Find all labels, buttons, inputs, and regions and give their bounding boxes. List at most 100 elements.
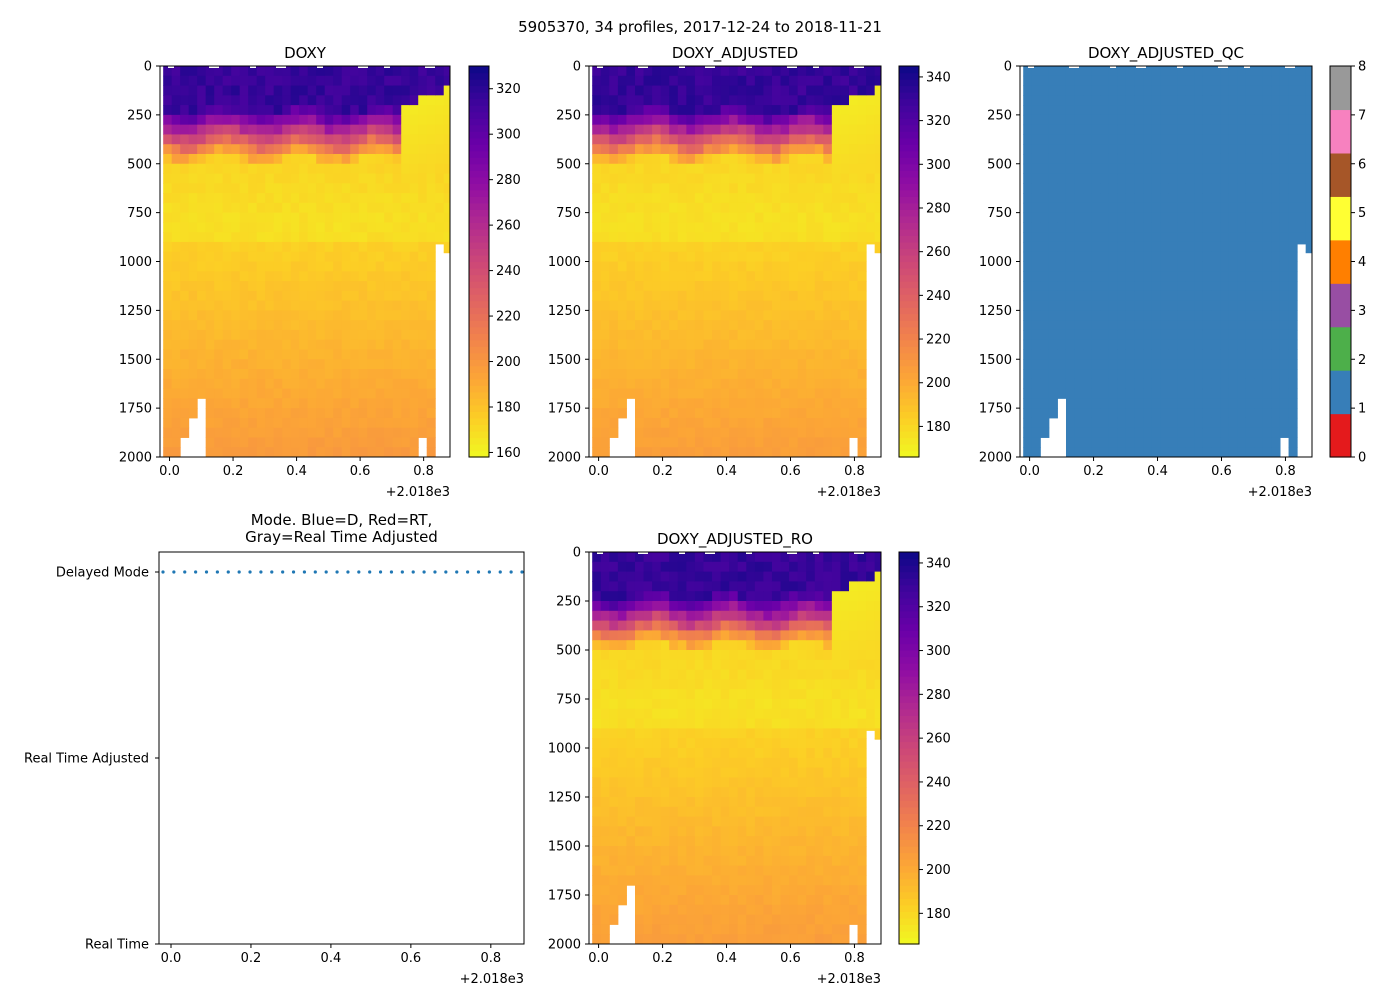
heatmap-cell [1074, 173, 1084, 184]
colorbar-segment [469, 333, 489, 341]
heatmap-cell [609, 816, 619, 827]
heatmap-cell [720, 153, 730, 165]
heatmap-cell [401, 212, 411, 223]
colorbar-segment [899, 66, 919, 74]
heatmap-cell [1040, 105, 1050, 116]
heatmap-cell [720, 620, 730, 631]
heatmap-cell [341, 144, 351, 155]
heatmap-cell [1271, 417, 1281, 429]
heatmap-cell [1168, 134, 1178, 145]
heatmap-cell [771, 349, 782, 360]
heatmap-cell [239, 359, 249, 370]
heatmap-cell [720, 232, 730, 243]
heatmap-cell [857, 163, 867, 175]
heatmap-cell [857, 193, 867, 204]
heatmap-cell [686, 552, 696, 563]
heatmap-cell [848, 144, 859, 155]
heatmap-cell [1151, 75, 1161, 87]
heatmap-cell [1023, 75, 1033, 87]
heatmap-cell [265, 144, 275, 155]
colorbar-tick-label: 2 [1358, 353, 1366, 368]
heatmap-cell [188, 408, 198, 419]
heatmap-cell [1057, 202, 1067, 214]
heatmap-cell [367, 417, 377, 429]
colorbar-segment [899, 287, 919, 295]
heatmap-cell [384, 398, 394, 409]
heatmap-cell [712, 153, 722, 165]
heatmap-cell [729, 797, 739, 808]
heatmap-cell [1160, 437, 1170, 448]
heatmap-cell [840, 144, 850, 155]
heatmap-cell [1305, 193, 1313, 204]
heatmap-cell [609, 552, 619, 563]
heatmap-cell [1100, 251, 1110, 262]
figure-suptitle: 5905370, 34 profiles, 2017-12-24 to 2018… [518, 18, 882, 36]
heatmap-cell [222, 134, 232, 145]
heatmap-cell [409, 222, 419, 233]
heatmap-cell [248, 417, 258, 429]
heatmap-cell [600, 669, 610, 680]
heatmap-cell [1134, 398, 1144, 409]
heatmap-cell [1202, 85, 1213, 96]
heatmap-cell [239, 134, 249, 145]
heatmap-cell [171, 261, 181, 272]
heatmap-cell [1091, 290, 1101, 302]
heatmap-cell [686, 806, 696, 818]
heatmap-cell [1279, 310, 1290, 321]
colorbar-segment [899, 346, 919, 354]
heatmap-cell [669, 708, 679, 720]
heatmap-cell [660, 640, 670, 651]
heatmap-cell [600, 173, 610, 184]
heatmap-cell [409, 369, 419, 380]
heatmap-cell [1065, 378, 1076, 390]
heatmap-cell [265, 310, 275, 321]
heatmap-cell [592, 591, 602, 602]
heatmap-cell [703, 388, 713, 399]
heatmap-cell [617, 398, 627, 409]
heatmap-cell [384, 290, 394, 302]
heatmap-cell [1228, 417, 1238, 429]
heatmap-cell [754, 300, 764, 311]
heatmap-cell [634, 895, 645, 906]
heatmap-cell [1185, 232, 1195, 243]
heatmap-cell [634, 699, 645, 710]
heatmap-cell [265, 388, 275, 399]
heatmap-cell [720, 865, 730, 876]
heatmap-cell [1125, 388, 1135, 399]
heatmap-cell [600, 865, 610, 876]
heatmap-cell [1065, 193, 1076, 204]
heatmap-cell [163, 222, 173, 233]
heatmap-cell [652, 620, 662, 631]
heatmap-cell [686, 417, 696, 429]
heatmap-cell [789, 300, 799, 311]
heatmap-cell [307, 251, 317, 262]
heatmap-cell [1185, 300, 1195, 311]
heatmap-cell [669, 114, 679, 126]
heatmap-cell [1168, 153, 1178, 165]
heatmap-cell [1125, 193, 1135, 204]
heatmap-cell [626, 679, 636, 690]
heatmap-cell [316, 232, 326, 243]
heatmap-cell [1091, 261, 1101, 272]
heatmap-cell [780, 222, 790, 233]
heatmap-cell [857, 359, 867, 370]
heatmap-cell [1288, 271, 1298, 282]
heatmap-cell [677, 378, 687, 390]
heatmap-cell [1023, 222, 1033, 233]
heatmap-cell [1279, 329, 1290, 341]
heatmap-cell [669, 767, 679, 778]
heatmap-cell [1083, 241, 1093, 253]
heatmap-cell [686, 885, 696, 896]
heatmap-cell [1297, 85, 1307, 96]
heatmap-cell [1297, 232, 1307, 243]
heatmap-cell [831, 310, 841, 321]
heatmap-cell [188, 290, 198, 302]
heatmap-cell [1048, 183, 1058, 194]
heatmap-cell [324, 134, 334, 145]
heatmap-cell [831, 408, 841, 419]
heatmap-cell [1288, 427, 1298, 438]
heatmap-cell [806, 339, 816, 350]
heatmap-cell [1245, 290, 1255, 302]
heatmap-cell [694, 105, 704, 116]
heatmap-cell [720, 193, 730, 204]
